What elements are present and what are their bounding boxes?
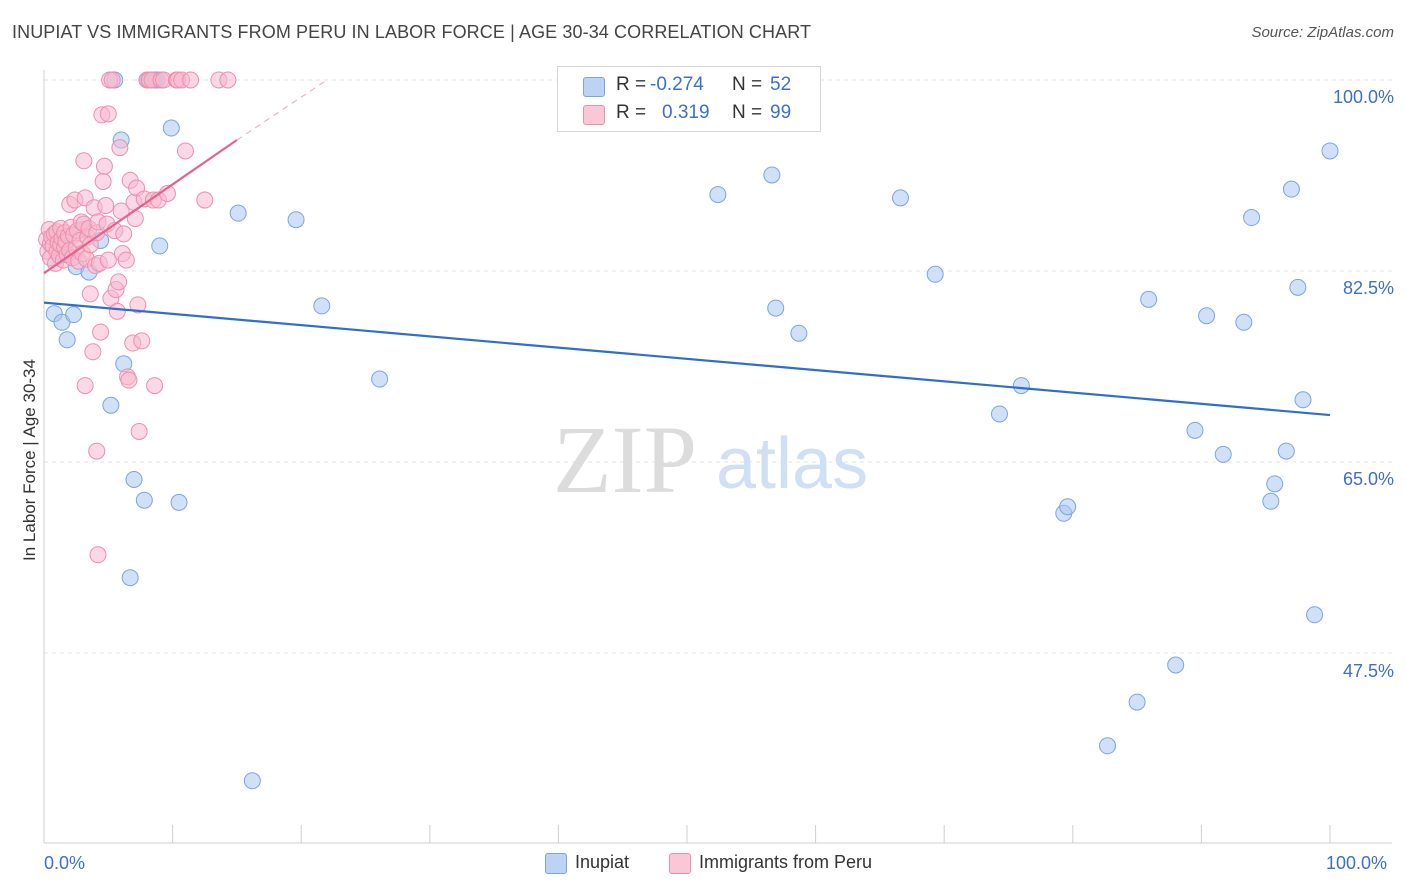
peru-point <box>75 152 93 170</box>
peru-point <box>117 251 135 269</box>
inupiat-point <box>1266 475 1284 493</box>
peru-point <box>81 285 99 303</box>
inupiat-point <box>1167 656 1185 674</box>
inupiat-point <box>170 493 188 511</box>
watermark-atlas: atlas <box>716 424 868 504</box>
peru-point <box>94 173 112 191</box>
peru-point <box>219 71 237 89</box>
source-label: Source: ZipAtlas.com <box>1251 24 1394 41</box>
peru-point <box>84 343 102 361</box>
peru-point <box>146 377 164 395</box>
y-tick-65: 65.0% <box>1342 469 1394 489</box>
inupiat-point <box>1235 313 1253 331</box>
peru-legend-swatch <box>669 853 691 874</box>
inupiat-point <box>891 189 909 207</box>
inupiat-point <box>102 396 120 414</box>
inupiat-point <box>1059 498 1077 516</box>
inupiat-point <box>58 331 76 349</box>
inupiat-point <box>1198 307 1216 325</box>
peru-point <box>176 142 194 160</box>
inupiat-point <box>1289 278 1307 296</box>
inupiat-point <box>313 297 331 315</box>
peru-point <box>92 323 110 341</box>
peru-point <box>99 105 117 123</box>
n-value: 99 <box>770 102 792 123</box>
peru-point <box>99 251 117 269</box>
y-tick-82-5: 82.5% <box>1342 278 1394 298</box>
inupiat-point <box>1099 737 1117 755</box>
peru-point <box>110 273 128 291</box>
peru-trend-line-extension <box>236 79 328 141</box>
peru-point <box>182 71 200 89</box>
inupiat-point <box>162 119 180 137</box>
n-value: 52 <box>770 74 792 95</box>
peru-point <box>111 139 129 157</box>
inupiat-point <box>135 491 153 509</box>
inupiat-point <box>243 772 261 790</box>
inupiat-point <box>1214 445 1232 463</box>
inupiat-point <box>1243 209 1261 227</box>
peru-point <box>97 197 115 215</box>
inupiat-point <box>1277 442 1295 460</box>
peru-point <box>89 546 107 564</box>
r-value: 0.319 <box>662 102 710 123</box>
inupiat-point <box>1294 391 1312 409</box>
peru-point <box>129 296 147 314</box>
legend-row-inupiat: R = -0.274 N = 52 <box>558 72 820 100</box>
peru-point <box>115 225 133 243</box>
inupiat-point <box>287 211 305 229</box>
n-label: N = <box>732 74 763 95</box>
inupiat-point <box>1128 693 1146 711</box>
inupiat-point <box>990 405 1008 423</box>
watermark-zip: ZIP <box>553 406 697 513</box>
correlation-legend: R = -0.274 N = 52 R = 0.319 N = 99 <box>557 66 821 132</box>
inupiat-point <box>790 324 808 342</box>
inupiat-point <box>1282 180 1300 198</box>
peru-point <box>120 371 138 389</box>
inupiat-point <box>709 186 727 204</box>
inupiat-point <box>65 306 83 324</box>
inupiat-point <box>1306 606 1324 624</box>
inupiat-swatch <box>583 77 605 97</box>
inupiat-point <box>763 166 781 184</box>
inupiat-point <box>1262 492 1280 510</box>
inupiat-point <box>1186 421 1204 439</box>
peru-point <box>130 422 148 440</box>
legend-label-inupiat: Inupiat <box>575 852 630 872</box>
inupiat-point <box>1012 377 1030 395</box>
r-label: R = <box>616 74 647 95</box>
x-tick-right: 100.0% <box>1326 853 1388 873</box>
peru-point <box>108 302 126 320</box>
inupiat-point <box>926 265 944 283</box>
inupiat-point <box>121 569 139 587</box>
r-value: -0.274 <box>650 74 704 95</box>
peru-point <box>103 71 121 89</box>
y-tick-100: 100.0% <box>1332 87 1394 107</box>
y-tick-47-5: 47.5% <box>1342 661 1394 681</box>
inupiat-point <box>767 299 785 317</box>
chart-title: INUPIAT VS IMMIGRANTS FROM PERU IN LABOR… <box>12 22 812 42</box>
inupiat-point <box>1140 290 1158 308</box>
r-label: R = <box>616 102 647 123</box>
inupiat-legend-swatch <box>545 853 567 874</box>
peru-point <box>76 377 94 395</box>
inupiat-trend-line <box>43 301 1331 417</box>
peru-trend-line <box>43 139 238 275</box>
peru-point <box>133 332 151 350</box>
inupiat-point <box>229 204 247 222</box>
peru-swatch <box>583 105 605 125</box>
inupiat-point <box>371 370 389 388</box>
n-label: N = <box>732 102 763 123</box>
legend-label-peru: Immigrants from Peru <box>699 852 873 872</box>
peru-point <box>196 191 214 209</box>
peru-point <box>88 442 106 460</box>
inupiat-point <box>1321 142 1339 160</box>
x-tick-left: 0.0% <box>44 853 86 873</box>
peru-point <box>95 157 113 175</box>
inupiat-point <box>151 237 169 255</box>
legend-row-peru: R = 0.319 N = 99 <box>558 100 820 128</box>
inupiat-point <box>125 470 143 488</box>
